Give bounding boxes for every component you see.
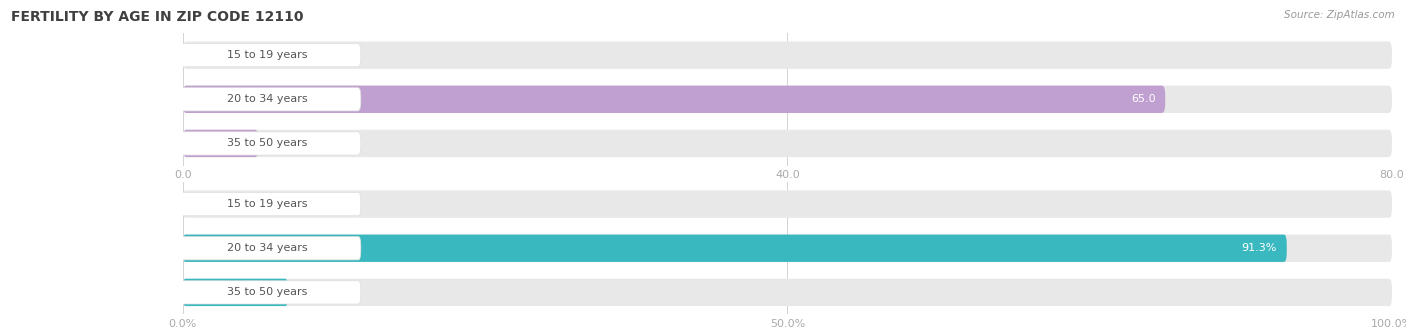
- Text: 0.0%: 0.0%: [201, 199, 229, 209]
- Text: 65.0: 65.0: [1130, 94, 1156, 104]
- Text: 5.0: 5.0: [277, 138, 294, 148]
- Text: 20 to 34 years: 20 to 34 years: [226, 94, 308, 104]
- Text: FERTILITY BY AGE IN ZIP CODE 12110: FERTILITY BY AGE IN ZIP CODE 12110: [11, 10, 304, 24]
- FancyBboxPatch shape: [183, 86, 1166, 113]
- FancyBboxPatch shape: [173, 237, 361, 260]
- Text: 91.3%: 91.3%: [1241, 243, 1277, 253]
- FancyBboxPatch shape: [173, 281, 361, 304]
- Text: Source: ZipAtlas.com: Source: ZipAtlas.com: [1284, 10, 1395, 20]
- FancyBboxPatch shape: [183, 41, 1392, 69]
- Text: 35 to 50 years: 35 to 50 years: [226, 287, 308, 297]
- FancyBboxPatch shape: [173, 193, 361, 216]
- FancyBboxPatch shape: [173, 132, 361, 155]
- FancyBboxPatch shape: [173, 44, 361, 67]
- FancyBboxPatch shape: [183, 235, 1392, 262]
- Text: 35 to 50 years: 35 to 50 years: [226, 138, 308, 148]
- FancyBboxPatch shape: [183, 130, 259, 157]
- FancyBboxPatch shape: [183, 235, 1286, 262]
- FancyBboxPatch shape: [183, 130, 1392, 157]
- Text: 0.0: 0.0: [201, 50, 218, 60]
- FancyBboxPatch shape: [183, 190, 1392, 218]
- Text: 8.7%: 8.7%: [307, 287, 335, 297]
- Text: 15 to 19 years: 15 to 19 years: [226, 199, 308, 209]
- FancyBboxPatch shape: [183, 86, 1392, 113]
- FancyBboxPatch shape: [183, 279, 288, 306]
- FancyBboxPatch shape: [183, 279, 1392, 306]
- Text: 20 to 34 years: 20 to 34 years: [226, 243, 308, 253]
- Text: 15 to 19 years: 15 to 19 years: [226, 50, 308, 60]
- FancyBboxPatch shape: [173, 88, 361, 111]
